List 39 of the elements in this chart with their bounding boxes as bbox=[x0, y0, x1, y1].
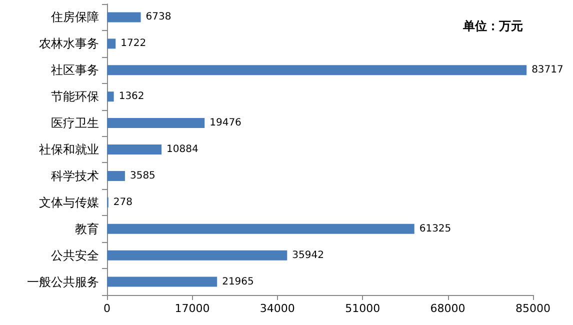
data-label: 3585 bbox=[130, 170, 156, 182]
y-tick-label: 医疗卫生 bbox=[51, 116, 99, 130]
data-label: 21965 bbox=[222, 276, 254, 288]
bar bbox=[107, 38, 116, 49]
y-tick-label: 住房保障 bbox=[50, 10, 99, 24]
bar bbox=[107, 92, 114, 102]
bar bbox=[107, 144, 162, 154]
bar bbox=[107, 276, 218, 287]
data-label: 1722 bbox=[120, 38, 146, 50]
x-tick-label: 34000 bbox=[260, 302, 295, 315]
data-label: 6738 bbox=[146, 12, 172, 23]
x-tick-label: 17000 bbox=[174, 302, 210, 315]
y-tick-label: 社保和就业 bbox=[39, 142, 99, 156]
y-tick-label: 科学技术 bbox=[51, 168, 99, 183]
data-label: 35942 bbox=[292, 250, 324, 261]
y-tick-label: 文体与传媒 bbox=[39, 195, 99, 210]
y-tick-label: 农林水事务 bbox=[39, 36, 99, 51]
x-tick-label: 85000 bbox=[516, 302, 550, 315]
data-label: 1362 bbox=[118, 91, 144, 102]
data-label: 83717 bbox=[532, 64, 564, 76]
x-tick-label: 68000 bbox=[430, 302, 466, 315]
y-tick-label: 一般公共服务 bbox=[27, 274, 99, 289]
data-label: 278 bbox=[113, 196, 132, 208]
bar bbox=[107, 170, 125, 181]
x-tick-label: 51000 bbox=[345, 302, 380, 315]
bar bbox=[107, 118, 205, 128]
y-tick-label: 社区事务 bbox=[51, 63, 99, 78]
data-label: 19476 bbox=[210, 118, 242, 129]
y-tick-label: 公共安全 bbox=[51, 248, 99, 262]
y-tick-label: 教育 bbox=[75, 222, 99, 236]
annotation: 单位：万元 bbox=[462, 19, 523, 33]
data-label: 61325 bbox=[419, 223, 452, 234]
data-label: 10884 bbox=[166, 144, 198, 155]
bar bbox=[107, 65, 527, 76]
y-tick-label: 节能环保 bbox=[51, 90, 99, 104]
bar bbox=[107, 250, 288, 260]
bar bbox=[107, 224, 414, 234]
x-tick-label: 0 bbox=[104, 302, 110, 315]
bar bbox=[107, 12, 141, 22]
